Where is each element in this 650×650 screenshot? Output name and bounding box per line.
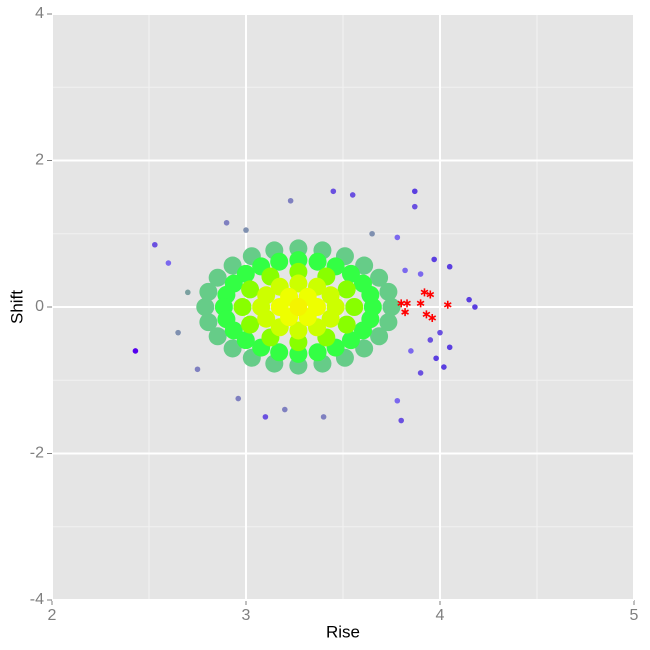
point: [308, 252, 327, 271]
point: [233, 298, 252, 316]
point: [224, 321, 243, 340]
point: [408, 348, 414, 354]
point: [337, 280, 356, 299]
point: [441, 364, 447, 370]
point: [243, 227, 249, 233]
point: [235, 395, 242, 402]
point: [355, 256, 374, 275]
y-tick-label: -4: [30, 591, 44, 608]
star-point: [426, 290, 435, 299]
x-tick-label: 3: [242, 607, 251, 624]
y-tick-label: -2: [30, 445, 44, 462]
point: [241, 315, 260, 334]
point: [152, 241, 158, 248]
point: [223, 339, 242, 358]
point: [223, 219, 230, 226]
point: [287, 197, 294, 204]
y-tick-label: 2: [35, 152, 44, 169]
y-tick-label: 4: [35, 5, 44, 22]
point: [270, 252, 289, 271]
point: [262, 414, 269, 420]
point: [185, 289, 191, 296]
point: [433, 355, 439, 362]
point: [355, 339, 374, 358]
point: [379, 313, 398, 332]
point: [417, 271, 424, 277]
point: [341, 264, 360, 283]
y-axis-label: Shift: [7, 290, 26, 324]
point: [394, 397, 401, 404]
point: [361, 310, 380, 329]
point: [236, 331, 255, 350]
point: [289, 321, 308, 340]
x-tick-label: 2: [48, 607, 57, 624]
star-point: [403, 299, 411, 308]
point: [330, 188, 337, 195]
point: [472, 304, 478, 310]
point: [382, 298, 401, 316]
star-point: [420, 288, 429, 297]
star-point: [443, 300, 452, 309]
y-tick-label: 0: [35, 298, 44, 315]
point: [398, 417, 405, 424]
star-point: [416, 299, 425, 308]
point: [369, 230, 375, 237]
point: [417, 370, 424, 376]
point: [289, 274, 308, 293]
point: [349, 192, 356, 198]
point: [208, 268, 227, 287]
point: [175, 329, 181, 336]
star-point: [401, 308, 409, 317]
point: [236, 264, 255, 283]
point: [208, 327, 227, 346]
point: [321, 309, 340, 328]
point: [320, 414, 327, 420]
point: [402, 267, 408, 274]
point: [394, 234, 401, 241]
point: [446, 344, 453, 351]
point: [241, 280, 260, 299]
point: [165, 260, 172, 266]
point: [370, 327, 389, 346]
point: [282, 406, 288, 413]
point: [321, 286, 340, 305]
point: [345, 298, 364, 316]
point: [337, 315, 356, 334]
x-axis-label: Rise: [326, 622, 360, 641]
point: [427, 337, 434, 343]
point: [411, 203, 418, 210]
point: [196, 298, 215, 316]
point: [132, 348, 139, 354]
point: [223, 256, 242, 275]
point: [411, 188, 418, 195]
point: [466, 296, 472, 303]
point: [289, 298, 308, 316]
x-tick-label: 4: [436, 607, 445, 624]
point: [341, 331, 360, 350]
star-point: [428, 313, 437, 322]
point: [353, 274, 372, 293]
point: [379, 282, 398, 301]
point: [194, 366, 201, 373]
point: [199, 282, 218, 301]
star-point: [422, 310, 431, 319]
point: [270, 343, 289, 362]
point: [257, 309, 276, 328]
point: [437, 329, 443, 336]
point: [446, 263, 453, 270]
x-tick-label: 5: [630, 607, 639, 624]
point: [199, 313, 218, 332]
point: [431, 256, 437, 263]
point: [308, 343, 327, 362]
point: [370, 268, 389, 287]
